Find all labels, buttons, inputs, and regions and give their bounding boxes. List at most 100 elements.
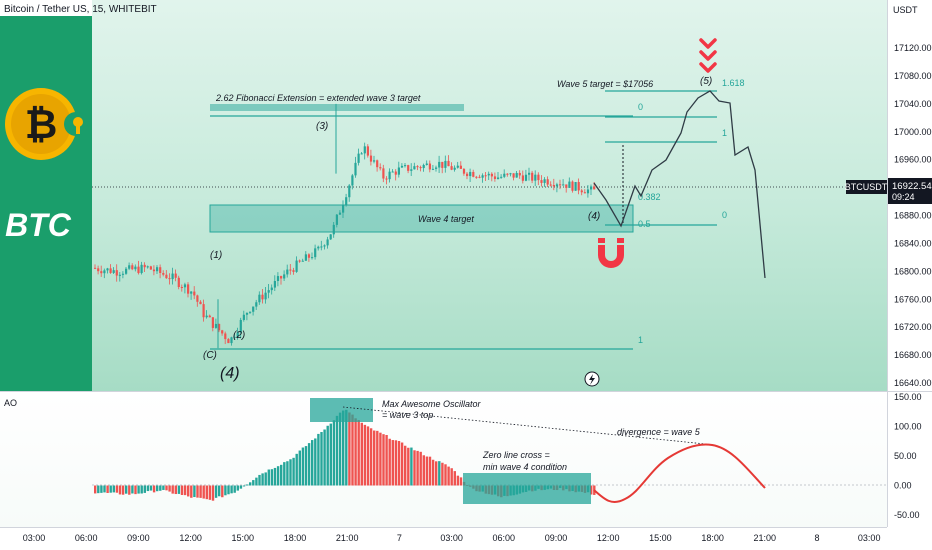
candle-body (221, 330, 224, 334)
ao-bar (171, 485, 174, 494)
wave5-target-label: Wave 5 target = $17056 (557, 79, 653, 89)
ao-bar (298, 450, 301, 486)
candle-body (295, 260, 298, 272)
ao-bar (428, 456, 432, 486)
candle-body (143, 264, 146, 268)
ao-bar (419, 451, 422, 486)
ao-bar (422, 455, 425, 486)
candle-body (404, 165, 407, 167)
ao-max-box[interactable] (310, 398, 373, 422)
ao-bar (112, 485, 115, 493)
price-axis-tick: 17120.00 (894, 43, 932, 53)
ao-bar (311, 440, 314, 486)
ao-bar (407, 447, 410, 486)
ao-bar (413, 450, 416, 486)
candle-body (171, 273, 174, 280)
candle-body (342, 204, 345, 213)
candle-body (413, 166, 416, 170)
price-axis-tick: 16720.00 (894, 322, 932, 332)
candle-body (503, 173, 506, 177)
candle-body (462, 168, 466, 174)
candle-body (562, 184, 565, 186)
price-axis-currency: USDT (893, 5, 918, 15)
ao-bar (447, 466, 450, 486)
candle-body (214, 323, 218, 328)
time-axis[interactable]: 03:00 06:00 09:00 12:00 15:00 18:00 21:00 7 03:0… (23, 533, 881, 543)
fib-label-lower-0382: 0.382 (638, 192, 661, 202)
ao-bar (261, 473, 264, 486)
ao-bar (187, 485, 190, 497)
ao-bar (391, 440, 394, 486)
lightning-circle-icon[interactable] (584, 371, 600, 387)
ao-bar (180, 485, 184, 495)
candle-body (416, 166, 419, 168)
ao-bar (335, 415, 339, 486)
candle-body (531, 172, 534, 181)
candle-body (134, 266, 137, 270)
price-tag[interactable]: BTCUSDT 16922.54 09:24 (845, 178, 932, 204)
fib-label-lower-05: 0.5 (638, 219, 651, 229)
candle-body (270, 287, 273, 291)
ao-bar (214, 485, 218, 498)
wave-label-5: (5) (700, 76, 712, 87)
ao-bar (152, 485, 156, 493)
candle-body (218, 323, 221, 331)
wave4-target-zone[interactable] (209, 204, 634, 233)
ao-bar (286, 461, 289, 486)
ao-bar (205, 485, 208, 500)
wave-label-c: (C) (203, 350, 217, 361)
ao-bar (459, 477, 463, 486)
time-axis-tick: 15:00 (232, 533, 255, 543)
candle-body (320, 246, 323, 248)
candle-body (363, 146, 366, 154)
ao-bar (230, 485, 233, 494)
candle-body (280, 276, 283, 279)
ao-pane-label: AO (4, 398, 17, 408)
ao-bar (314, 438, 317, 486)
ao-projection-curve[interactable] (593, 443, 766, 503)
ao-axis[interactable]: 150.00 100.00 50.00 0.00 -50.00 (894, 392, 922, 520)
fib-label-lower-1: 1 (638, 335, 643, 345)
candle-body (115, 270, 118, 276)
ao-bar (373, 430, 376, 486)
candle-body (97, 268, 100, 272)
ao-bar (168, 485, 171, 492)
time-axis-tick: 15:00 (649, 533, 672, 543)
zero-cross-box[interactable] (463, 473, 591, 504)
candle-body (199, 301, 202, 305)
candle-body (369, 155, 373, 162)
candle-body (187, 284, 190, 294)
wave-projection-line[interactable] (593, 90, 766, 279)
candle-body (410, 169, 413, 171)
ao-bar (109, 485, 112, 493)
candle-body (252, 306, 255, 312)
candle-body (497, 177, 500, 179)
candle-body (515, 172, 518, 178)
ao-bar (360, 422, 363, 486)
ao-bar (369, 428, 373, 486)
candle-body (577, 182, 580, 191)
candle-body (540, 180, 543, 183)
ao-bar (103, 485, 106, 493)
wave-label-4-small: (4) (588, 211, 600, 222)
candle-body (500, 176, 503, 178)
ao-bar (128, 485, 131, 495)
ao-bar (227, 485, 230, 495)
candle-body (528, 172, 531, 175)
candle-body (400, 165, 404, 168)
ao-bar (125, 485, 128, 494)
ao-bar (196, 485, 199, 498)
candle-body (351, 175, 354, 186)
wave-label-1: (1) (210, 250, 222, 261)
candle-body (103, 270, 106, 274)
candle-body (335, 214, 338, 225)
chart-symbol-title[interactable]: Bitcoin / Tether US, 15, WHITEBIT (4, 4, 157, 15)
candle-body (196, 295, 199, 302)
ao-bar (450, 468, 453, 486)
wave4-target-label: Wave 4 target (418, 214, 474, 224)
price-tag-value: 16922.54 (892, 181, 932, 192)
candle-body (431, 168, 435, 170)
candle-body (493, 176, 497, 179)
candle-body (193, 291, 196, 296)
candle-body (373, 160, 376, 162)
